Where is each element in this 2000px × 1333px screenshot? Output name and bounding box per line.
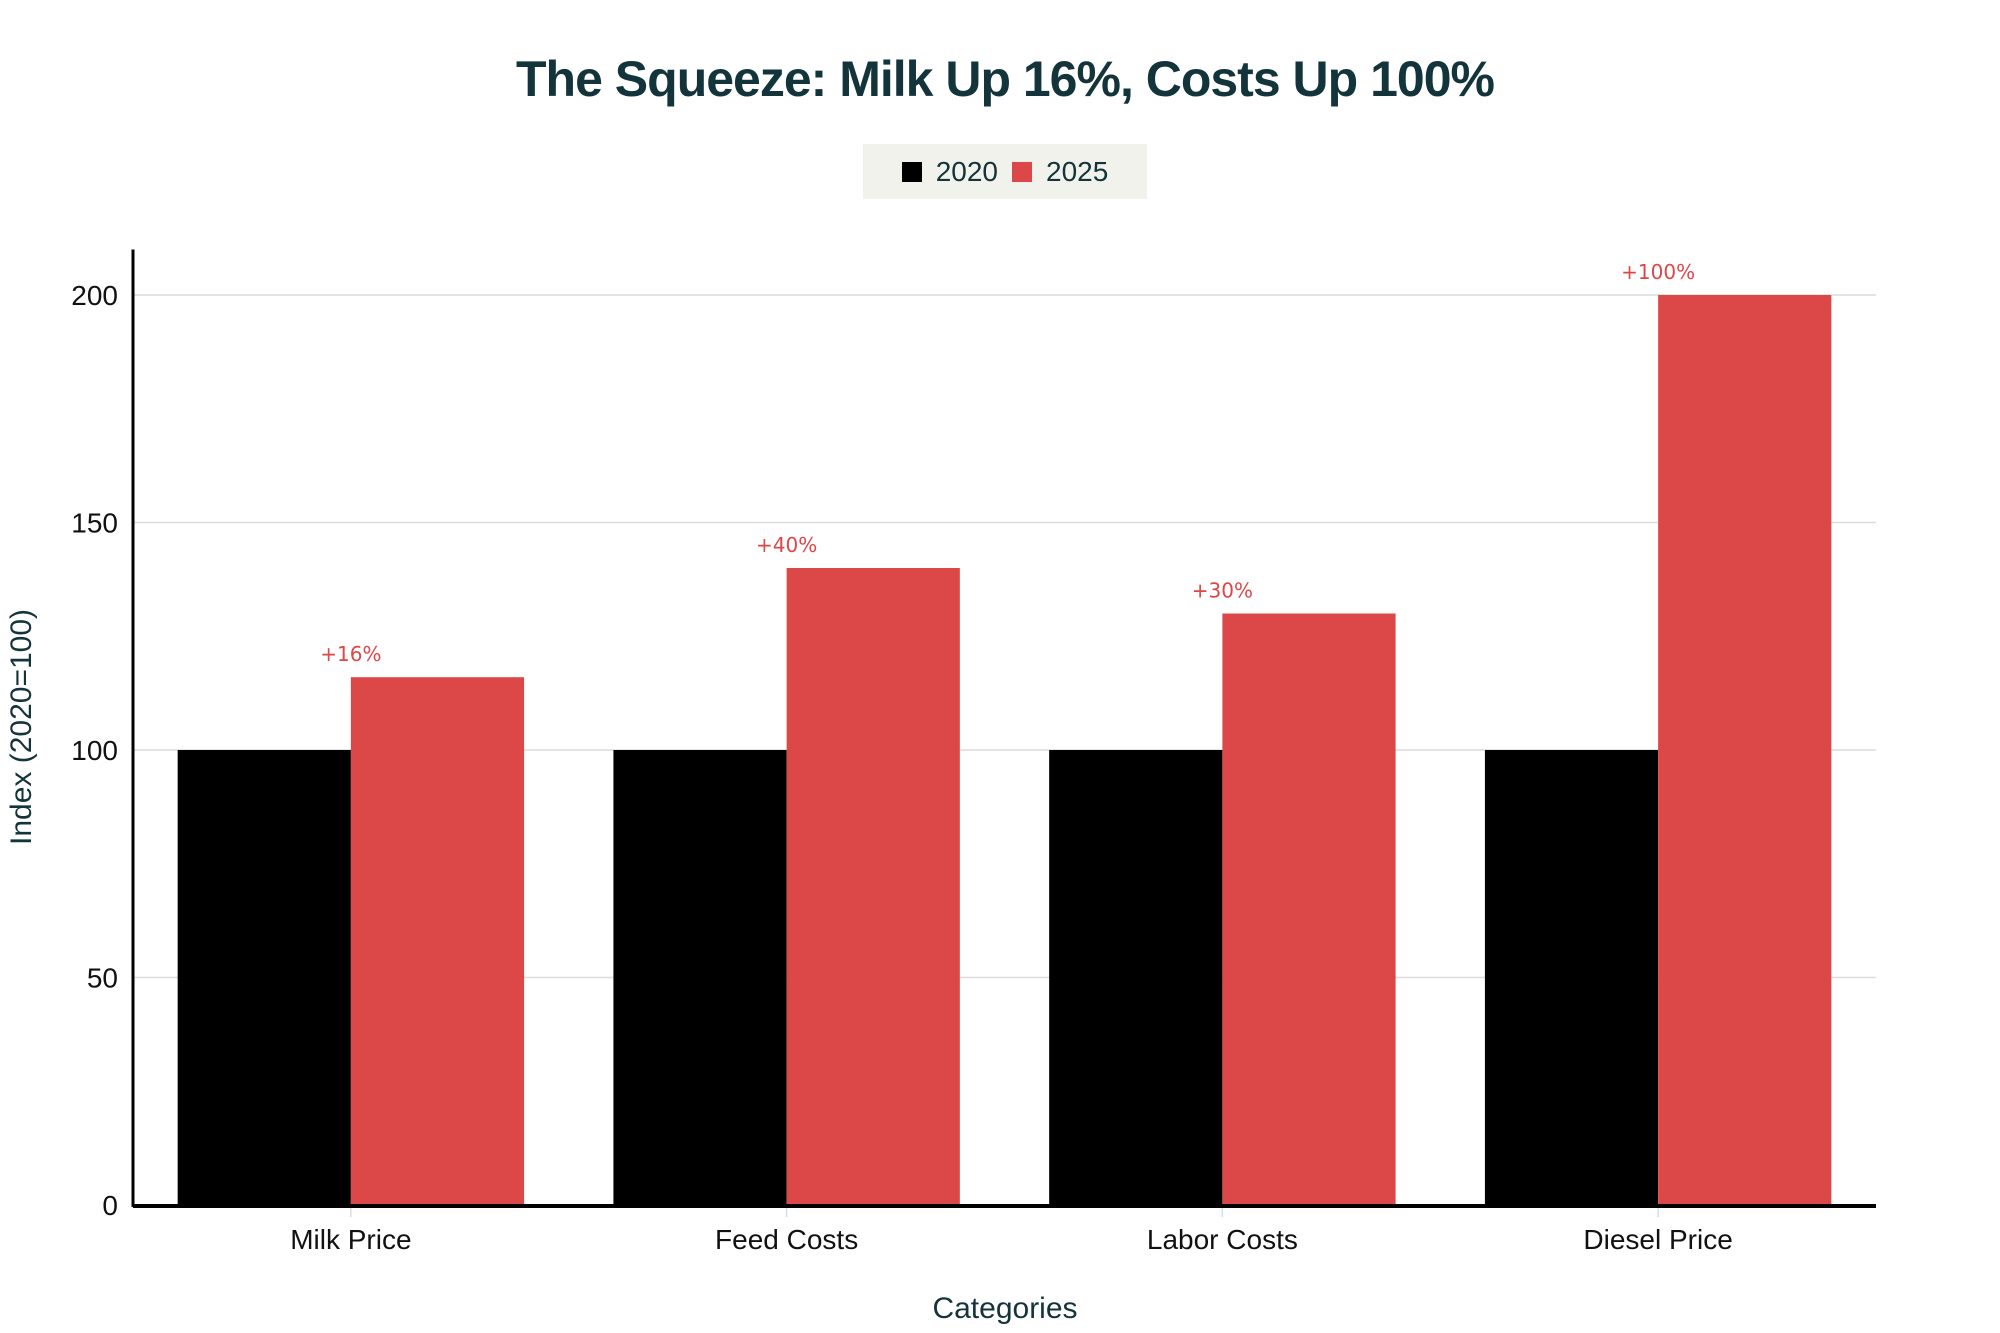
y-tick-label: 100 xyxy=(71,735,118,766)
bar-2025 xyxy=(1222,613,1396,1205)
data-label: +100% xyxy=(1621,260,1695,284)
x-tick-label: Milk Price xyxy=(290,1224,411,1255)
bar-2025 xyxy=(786,568,960,1205)
bar-2025 xyxy=(1658,295,1832,1205)
legend-label-2025: 2025 xyxy=(1046,155,1109,187)
y-tick-label: 0 xyxy=(102,1190,118,1221)
legend-label-2020: 2020 xyxy=(935,155,998,187)
bar-2020 xyxy=(613,750,787,1205)
data-label: +16% xyxy=(320,642,381,666)
data-label: +40% xyxy=(756,533,817,557)
data-label: +30% xyxy=(1192,579,1253,603)
bar-2025 xyxy=(350,677,525,1205)
legend: 2020 2025 xyxy=(863,144,1147,199)
bar-2020 xyxy=(1049,750,1223,1205)
x-tick-label: Labor Costs xyxy=(1147,1224,1298,1255)
chart-title: The Squeeze: Milk Up 16%, Costs Up 100% xyxy=(516,51,1495,107)
bar-2020 xyxy=(177,750,351,1205)
y-tick-label: 50 xyxy=(87,963,118,994)
y-tick-label: 150 xyxy=(71,508,118,539)
legend-item-2025[interactable]: 2025 xyxy=(1012,156,1108,188)
legend-swatch-2020 xyxy=(901,161,922,182)
legend-swatch-2025 xyxy=(1012,161,1032,182)
y-tick-label: 200 xyxy=(71,280,118,311)
y-axis-label: Index (2020=100) xyxy=(5,609,38,845)
x-tick-label: Feed Costs xyxy=(715,1224,858,1255)
bar-2020 xyxy=(1484,750,1659,1205)
x-axis-label: Categories xyxy=(932,1292,1077,1325)
legend-item-2020[interactable]: 2020 xyxy=(901,155,998,188)
x-tick-label: Diesel Price xyxy=(1583,1224,1732,1255)
